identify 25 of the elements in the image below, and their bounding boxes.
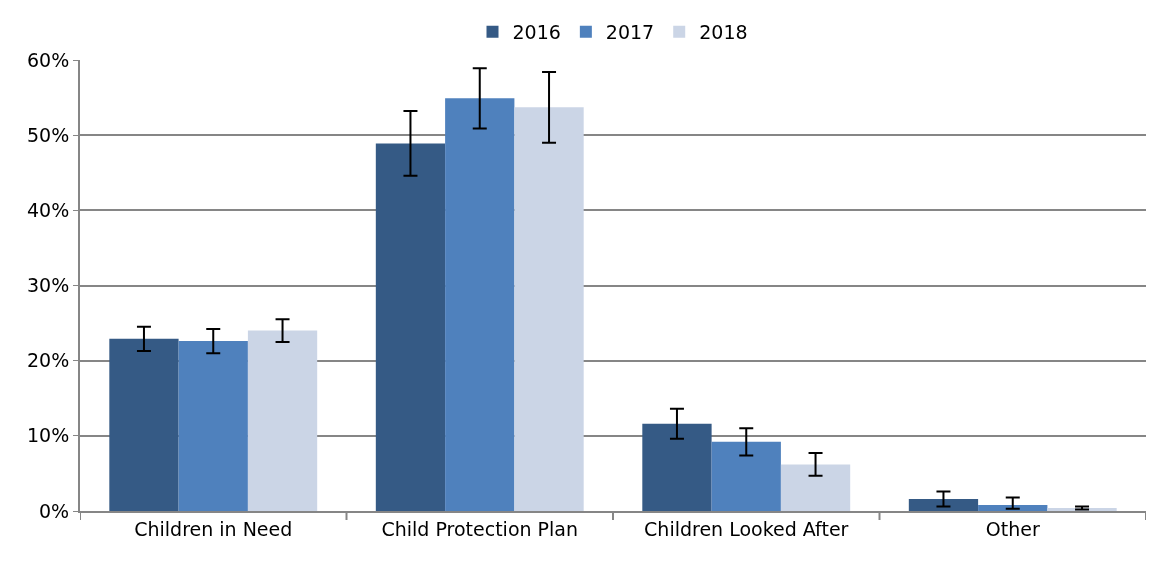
y-tick-label: 0% — [39, 499, 70, 522]
y-tick-label: 60% — [26, 48, 70, 71]
y-tick-label: 50% — [26, 123, 70, 146]
x-tick-label: Children Looked After — [644, 517, 849, 540]
x-tick-label: Child Protection Plan — [381, 517, 579, 540]
y-tick-label: 10% — [26, 424, 70, 447]
bar — [375, 143, 446, 511]
x-tick-label: Children in Need — [134, 517, 293, 540]
bar — [514, 107, 584, 511]
bar — [178, 341, 248, 511]
bar — [445, 98, 515, 511]
bar — [109, 338, 179, 511]
bar — [908, 498, 979, 511]
bar — [780, 464, 851, 511]
legend-label: 2017 — [605, 21, 655, 44]
bar — [642, 423, 712, 511]
y-tick-label: 30% — [26, 274, 70, 297]
legend-label: 2016 — [512, 21, 561, 44]
y-tick-label: 40% — [26, 198, 70, 221]
bar — [247, 330, 318, 511]
x-tick-label: Other — [985, 517, 1040, 540]
bar — [978, 504, 1048, 511]
bar — [711, 441, 781, 511]
legend-label: 2018 — [699, 21, 748, 44]
y-tick-label: 20% — [26, 349, 70, 372]
